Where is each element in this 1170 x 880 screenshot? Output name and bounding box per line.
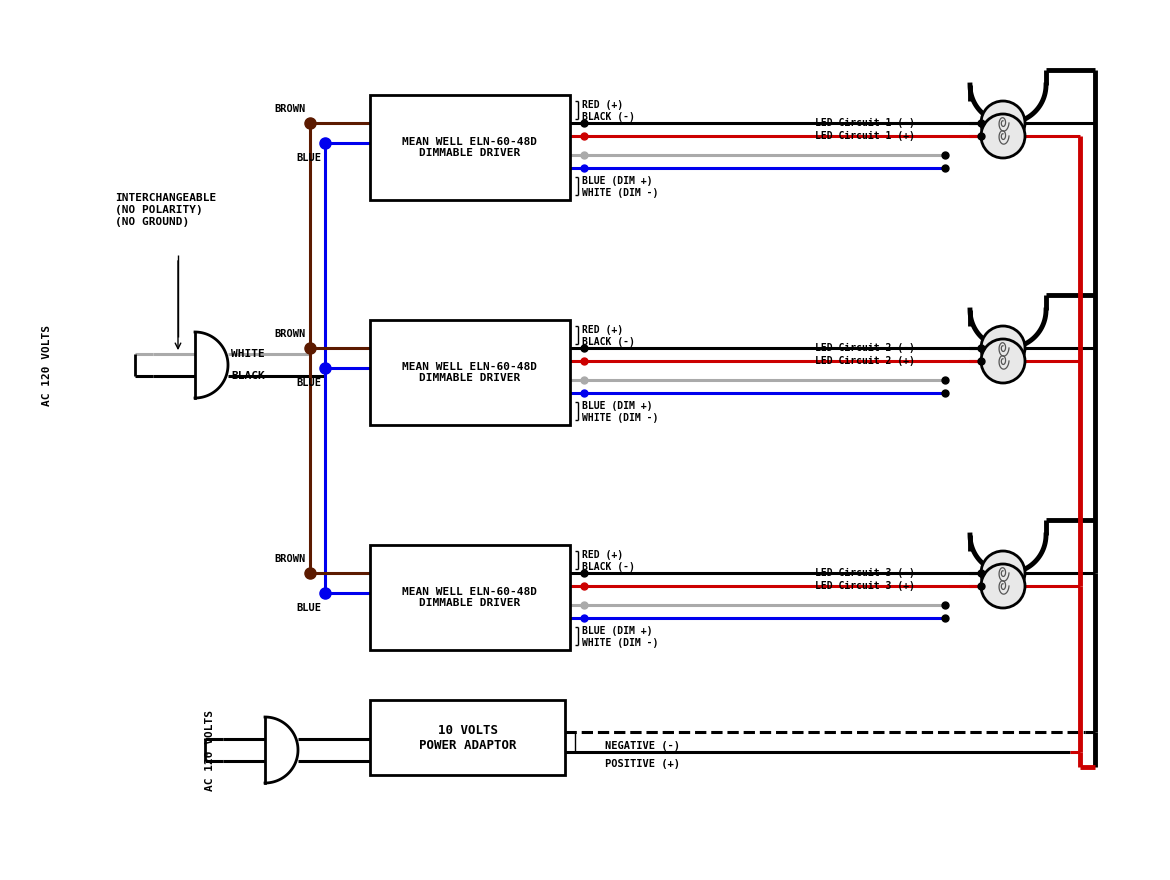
Text: WHITE: WHITE: [230, 349, 264, 359]
Text: NEGATIVE (-): NEGATIVE (-): [605, 741, 680, 751]
Text: INTERCHANGEABLE
(NO POLARITY)
(NO GROUND): INTERCHANGEABLE (NO POLARITY) (NO GROUND…: [115, 193, 216, 227]
Text: POSITIVE (+): POSITIVE (+): [605, 759, 680, 769]
Text: BLACK (-): BLACK (-): [581, 562, 635, 572]
Text: BLACK (-): BLACK (-): [581, 337, 635, 347]
Text: BLUE (DIM +): BLUE (DIM +): [581, 401, 653, 411]
Text: BROWN: BROWN: [275, 329, 307, 339]
Text: BROWN: BROWN: [275, 104, 307, 114]
Text: BLACK (-): BLACK (-): [581, 112, 635, 122]
Text: 10 VOLTS
POWER ADAPTOR: 10 VOLTS POWER ADAPTOR: [419, 723, 516, 752]
Text: RED (+): RED (+): [581, 325, 624, 335]
Text: LED Circuit 2 (+): LED Circuit 2 (+): [815, 356, 915, 366]
Text: LED Circuit 3 (-): LED Circuit 3 (-): [815, 568, 915, 578]
Circle shape: [980, 101, 1025, 145]
Text: BLUE: BLUE: [296, 153, 321, 163]
Text: MEAN WELL ELN-60-48D
DIMMABLE DRIVER: MEAN WELL ELN-60-48D DIMMABLE DRIVER: [402, 587, 537, 608]
Text: LED Circuit 2 (-): LED Circuit 2 (-): [815, 343, 915, 353]
Text: BLUE: BLUE: [296, 378, 321, 388]
Circle shape: [980, 551, 1025, 595]
Circle shape: [980, 114, 1025, 158]
Text: LED Circuit 1 (+): LED Circuit 1 (+): [815, 131, 915, 141]
Text: MEAN WELL ELN-60-48D
DIMMABLE DRIVER: MEAN WELL ELN-60-48D DIMMABLE DRIVER: [402, 136, 537, 158]
Bar: [370, 545, 570, 650]
Text: WHITE (DIM -): WHITE (DIM -): [581, 188, 659, 198]
Text: AC 120 VOLTS: AC 120 VOLTS: [205, 709, 215, 790]
Text: BROWN: BROWN: [275, 554, 307, 564]
Text: BLUE (DIM +): BLUE (DIM +): [581, 176, 653, 186]
Text: BLACK: BLACK: [230, 371, 264, 381]
Bar: [370, 95, 570, 200]
Bar: [370, 320, 570, 425]
Bar: [370, 700, 565, 775]
Text: RED (+): RED (+): [581, 550, 624, 560]
Text: LED Circuit 3 (+): LED Circuit 3 (+): [815, 581, 915, 591]
Text: WHITE (DIM -): WHITE (DIM -): [581, 413, 659, 423]
Circle shape: [980, 564, 1025, 608]
Circle shape: [980, 326, 1025, 370]
Text: LED Circuit 1 (-): LED Circuit 1 (-): [815, 118, 915, 128]
Text: WHITE (DIM -): WHITE (DIM -): [581, 638, 659, 648]
Text: BLUE: BLUE: [296, 603, 321, 613]
Text: AC 120 VOLTS: AC 120 VOLTS: [42, 325, 51, 406]
Text: MEAN WELL ELN-60-48D
DIMMABLE DRIVER: MEAN WELL ELN-60-48D DIMMABLE DRIVER: [402, 362, 537, 384]
Circle shape: [980, 339, 1025, 383]
Text: RED (+): RED (+): [581, 100, 624, 110]
Text: BLUE (DIM +): BLUE (DIM +): [581, 626, 653, 636]
